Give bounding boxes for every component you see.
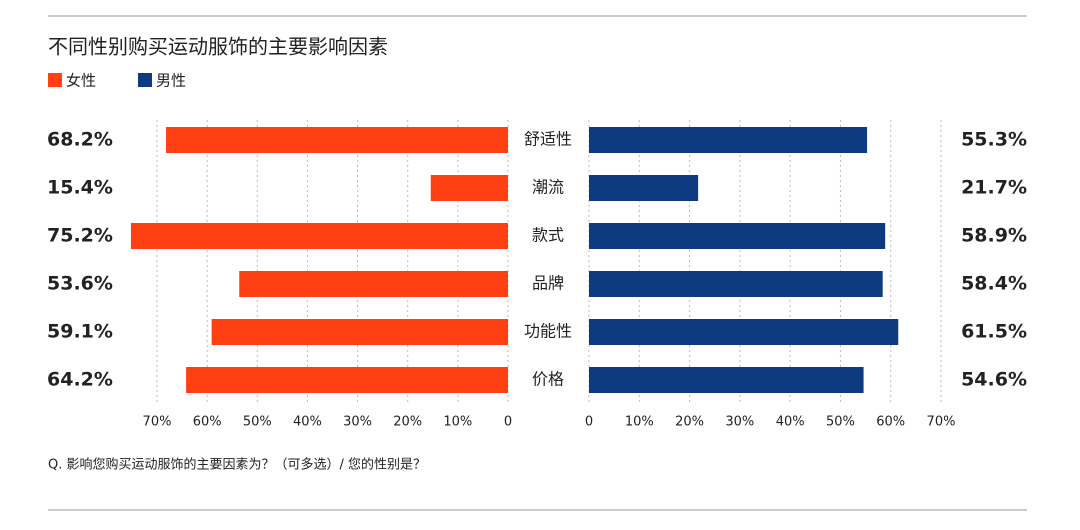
- x-tick-label: 70%: [143, 415, 172, 430]
- value-label: 53.6%: [47, 273, 113, 295]
- value-label: 61.5%: [961, 321, 1027, 343]
- x-tick-label: 10%: [625, 415, 654, 430]
- category-label: 款式: [532, 226, 564, 245]
- footnote: Q. 影响您购买运动服饰的主要因素为？（可多选）/ 您的性别是？: [48, 457, 426, 473]
- bar: [589, 271, 883, 297]
- x-tick-label: 50%: [243, 415, 272, 430]
- bar: [589, 127, 868, 153]
- category-label: 潮流: [532, 178, 564, 197]
- value-label: 58.4%: [961, 273, 1027, 295]
- value-label: 75.2%: [47, 225, 113, 247]
- bar: [166, 127, 509, 153]
- chart-title: 不同性别购买运动服饰的主要影响因素: [48, 35, 388, 59]
- value-label: 58.9%: [961, 225, 1027, 247]
- bar: [186, 367, 508, 393]
- bar: [130, 223, 508, 249]
- x-tick-label: 10%: [443, 415, 472, 430]
- value-label: 15.4%: [47, 177, 113, 199]
- bar: [589, 175, 699, 201]
- legend-swatch: [48, 73, 62, 87]
- x-tick-label: 50%: [826, 415, 855, 430]
- value-label: 21.7%: [961, 177, 1027, 199]
- bar: [239, 271, 508, 297]
- x-tick-label: 40%: [776, 415, 805, 430]
- category-label: 舒适性: [524, 130, 572, 149]
- value-label: 64.2%: [47, 369, 113, 391]
- bar: [430, 175, 508, 201]
- x-tick-label: 0: [585, 415, 593, 430]
- x-tick-label: 40%: [293, 415, 322, 430]
- x-tick-label: 20%: [393, 415, 422, 430]
- x-tick-label: 60%: [876, 415, 905, 430]
- legend-swatch: [138, 73, 152, 87]
- x-tick-label: 20%: [675, 415, 704, 430]
- bar: [589, 223, 886, 249]
- bar: [589, 367, 864, 393]
- x-tick-label: 30%: [725, 415, 754, 430]
- value-label: 59.1%: [47, 321, 113, 343]
- x-tick-label: 30%: [343, 415, 372, 430]
- x-tick-label: 70%: [927, 415, 956, 430]
- value-label: 68.2%: [47, 129, 113, 151]
- legend-label: 女性: [66, 72, 96, 90]
- category-label: 价格: [532, 370, 564, 389]
- category-label: 功能性: [524, 322, 572, 341]
- x-tick-label: 0: [504, 415, 512, 430]
- value-label: 55.3%: [961, 129, 1027, 151]
- legend-label: 男性: [156, 72, 186, 90]
- bar: [589, 319, 899, 345]
- category-label: 品牌: [532, 274, 564, 293]
- x-tick-label: 60%: [193, 415, 222, 430]
- bar: [211, 319, 509, 345]
- value-label: 54.6%: [961, 369, 1027, 391]
